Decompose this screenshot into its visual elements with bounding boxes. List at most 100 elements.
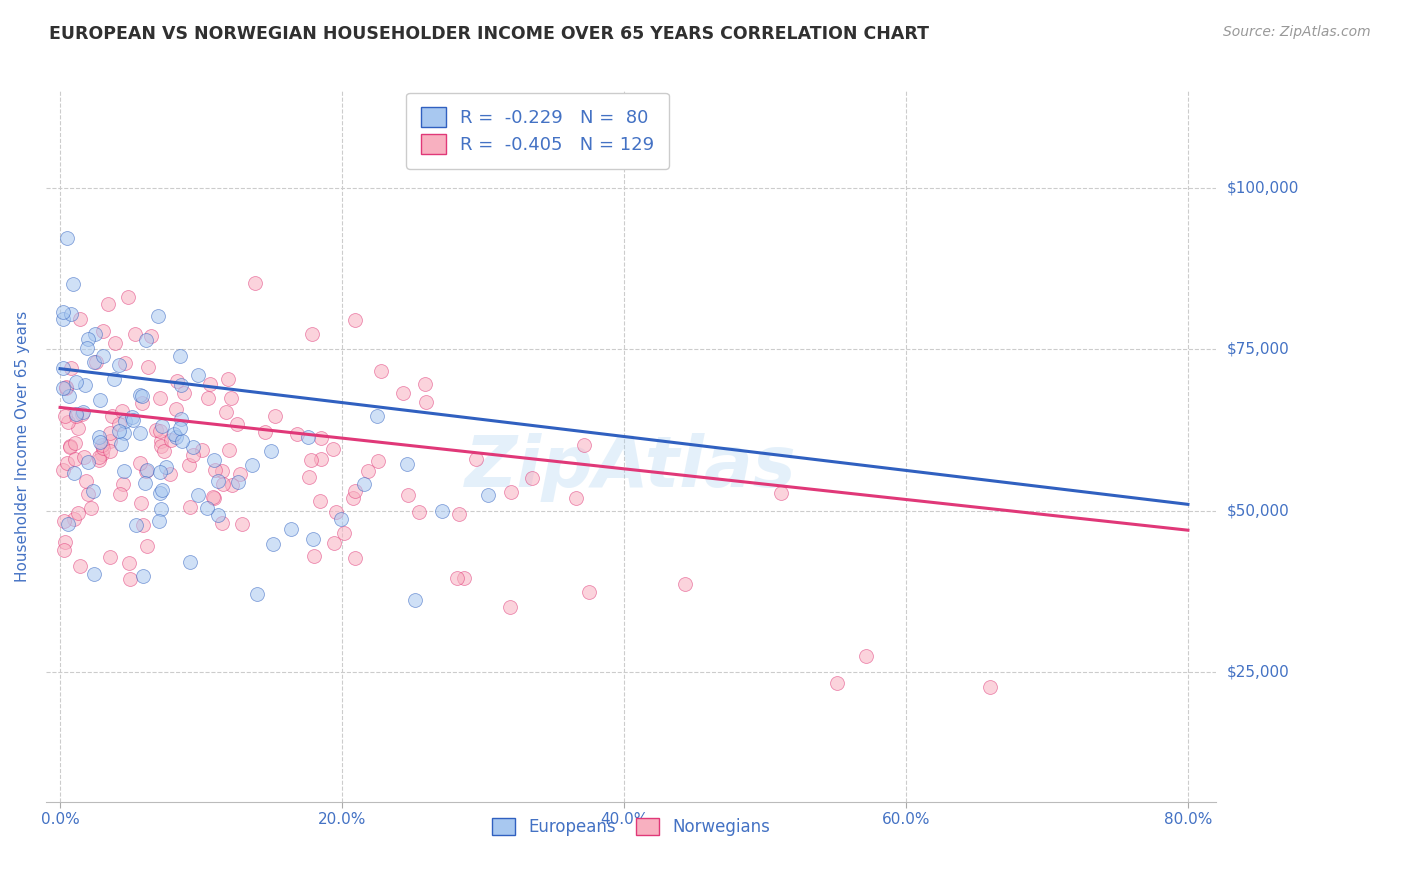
Point — [98, 434, 121, 449]
Point — [219, 391, 242, 405]
Point — [574, 438, 596, 452]
Point — [415, 394, 437, 409]
Point — [117, 290, 139, 304]
Point — [353, 476, 375, 491]
Point — [367, 454, 389, 468]
Point — [218, 443, 240, 458]
Point — [56, 415, 79, 429]
Legend: Europeans, Norwegians: Europeans, Norwegians — [485, 812, 778, 843]
Point — [97, 297, 120, 311]
Point — [77, 332, 100, 346]
Point — [93, 349, 115, 363]
Point — [309, 451, 332, 466]
Point — [308, 494, 330, 508]
Point — [149, 439, 172, 453]
Point — [325, 505, 347, 519]
Point — [91, 438, 114, 452]
Point — [55, 380, 77, 394]
Point — [221, 478, 243, 492]
Point — [62, 512, 84, 526]
Point — [309, 431, 332, 445]
Point — [453, 571, 475, 585]
Text: EUROPEAN VS NORWEGIAN HOUSEHOLDER INCOME OVER 65 YEARS CORRELATION CHART: EUROPEAN VS NORWEGIAN HOUSEHOLDER INCOME… — [49, 25, 929, 43]
Point — [62, 277, 84, 292]
Point — [87, 450, 110, 465]
Point — [169, 412, 191, 426]
Point — [55, 381, 77, 395]
Point — [132, 517, 155, 532]
Point — [343, 551, 366, 566]
Point — [302, 549, 325, 563]
Point — [298, 469, 321, 483]
Point — [212, 477, 235, 491]
Point — [330, 512, 353, 526]
Point — [112, 464, 135, 478]
Point — [131, 389, 153, 403]
Point — [90, 446, 112, 460]
Text: ZipAtlas: ZipAtlas — [465, 433, 797, 502]
Point — [100, 443, 122, 458]
Point — [65, 409, 87, 423]
Point — [65, 376, 87, 390]
Point — [204, 463, 226, 477]
Point — [108, 417, 131, 431]
Point — [769, 485, 792, 500]
Point — [89, 430, 111, 444]
Point — [111, 404, 134, 418]
Point — [76, 487, 98, 501]
Point — [166, 374, 188, 388]
Point — [323, 536, 346, 550]
Point — [499, 600, 522, 615]
Point — [63, 466, 86, 480]
Point — [299, 453, 322, 467]
Point — [155, 460, 177, 475]
Point — [135, 539, 157, 553]
Point — [225, 417, 247, 431]
Point — [150, 418, 173, 433]
Point — [169, 349, 191, 363]
Point — [84, 326, 107, 341]
Point — [150, 502, 173, 516]
Point — [465, 451, 488, 466]
Point — [122, 412, 145, 426]
Point — [108, 358, 131, 372]
Point — [243, 276, 266, 290]
Point — [165, 430, 187, 444]
Point — [53, 535, 76, 549]
Point — [404, 592, 426, 607]
Point — [150, 483, 173, 498]
Point — [855, 648, 877, 663]
Point — [52, 312, 75, 326]
Point — [138, 359, 160, 374]
Point — [89, 435, 111, 450]
Point — [254, 425, 277, 439]
Point — [827, 676, 849, 690]
Point — [578, 584, 600, 599]
Point — [128, 388, 150, 402]
Point — [357, 464, 380, 478]
Point — [67, 506, 90, 520]
Point — [149, 392, 172, 406]
Point — [207, 508, 229, 523]
Point — [98, 549, 121, 564]
Point — [979, 680, 1001, 694]
Point — [673, 576, 696, 591]
Point — [149, 466, 172, 480]
Point — [520, 471, 543, 485]
Point — [229, 467, 252, 481]
Point — [447, 508, 470, 522]
Point — [52, 543, 75, 558]
Point — [76, 455, 98, 469]
Point — [198, 376, 221, 391]
Point — [202, 491, 225, 505]
Point — [128, 457, 150, 471]
Point — [67, 420, 90, 434]
Point — [98, 425, 121, 440]
Point — [246, 587, 269, 601]
Point — [52, 305, 75, 319]
Point — [183, 448, 205, 462]
Text: $75,000: $75,000 — [1227, 342, 1289, 357]
Point — [56, 517, 79, 532]
Point — [83, 566, 105, 581]
Point — [187, 368, 209, 383]
